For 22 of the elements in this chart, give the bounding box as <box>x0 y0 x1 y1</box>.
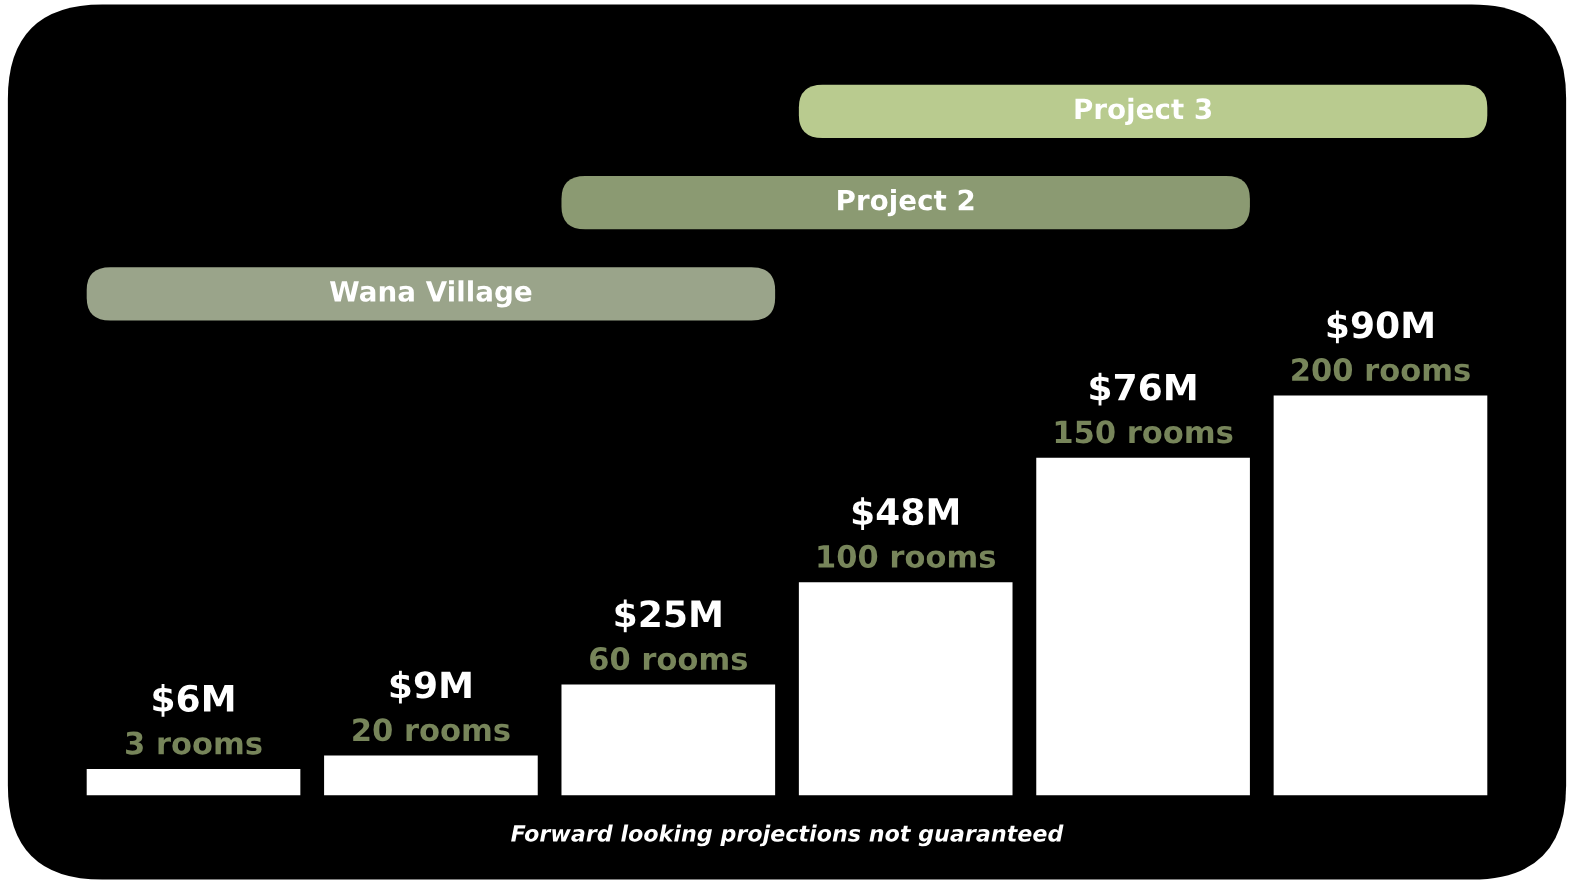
annotation: 20 rooms <box>353 718 510 742</box>
bar <box>1036 457 1250 796</box>
text: Project 2 <box>838 189 974 217</box>
bar <box>1273 395 1488 796</box>
data-label: $6M <box>153 683 234 717</box>
text: Wana Village <box>329 280 532 308</box>
bar <box>86 768 301 796</box>
bar <box>324 755 538 796</box>
data-label: $90M <box>1327 310 1433 344</box>
bar <box>798 582 1013 796</box>
annotation: 150 rooms <box>1055 420 1233 444</box>
bar <box>561 684 776 796</box>
text: Forward looking projections not guaranteed <box>511 824 1064 847</box>
annotation: 3 rooms <box>126 731 262 755</box>
text: Project 3 <box>1075 97 1211 125</box>
data-label: $9M <box>390 670 471 704</box>
data-label: $25M <box>615 599 721 633</box>
data-label: $48M <box>852 497 959 530</box>
annotation: 200 rooms <box>1292 358 1470 382</box>
data-label: $76M <box>1090 372 1196 406</box>
annotation: 100 rooms <box>818 544 995 568</box>
annotation: 60 rooms <box>590 647 747 671</box>
